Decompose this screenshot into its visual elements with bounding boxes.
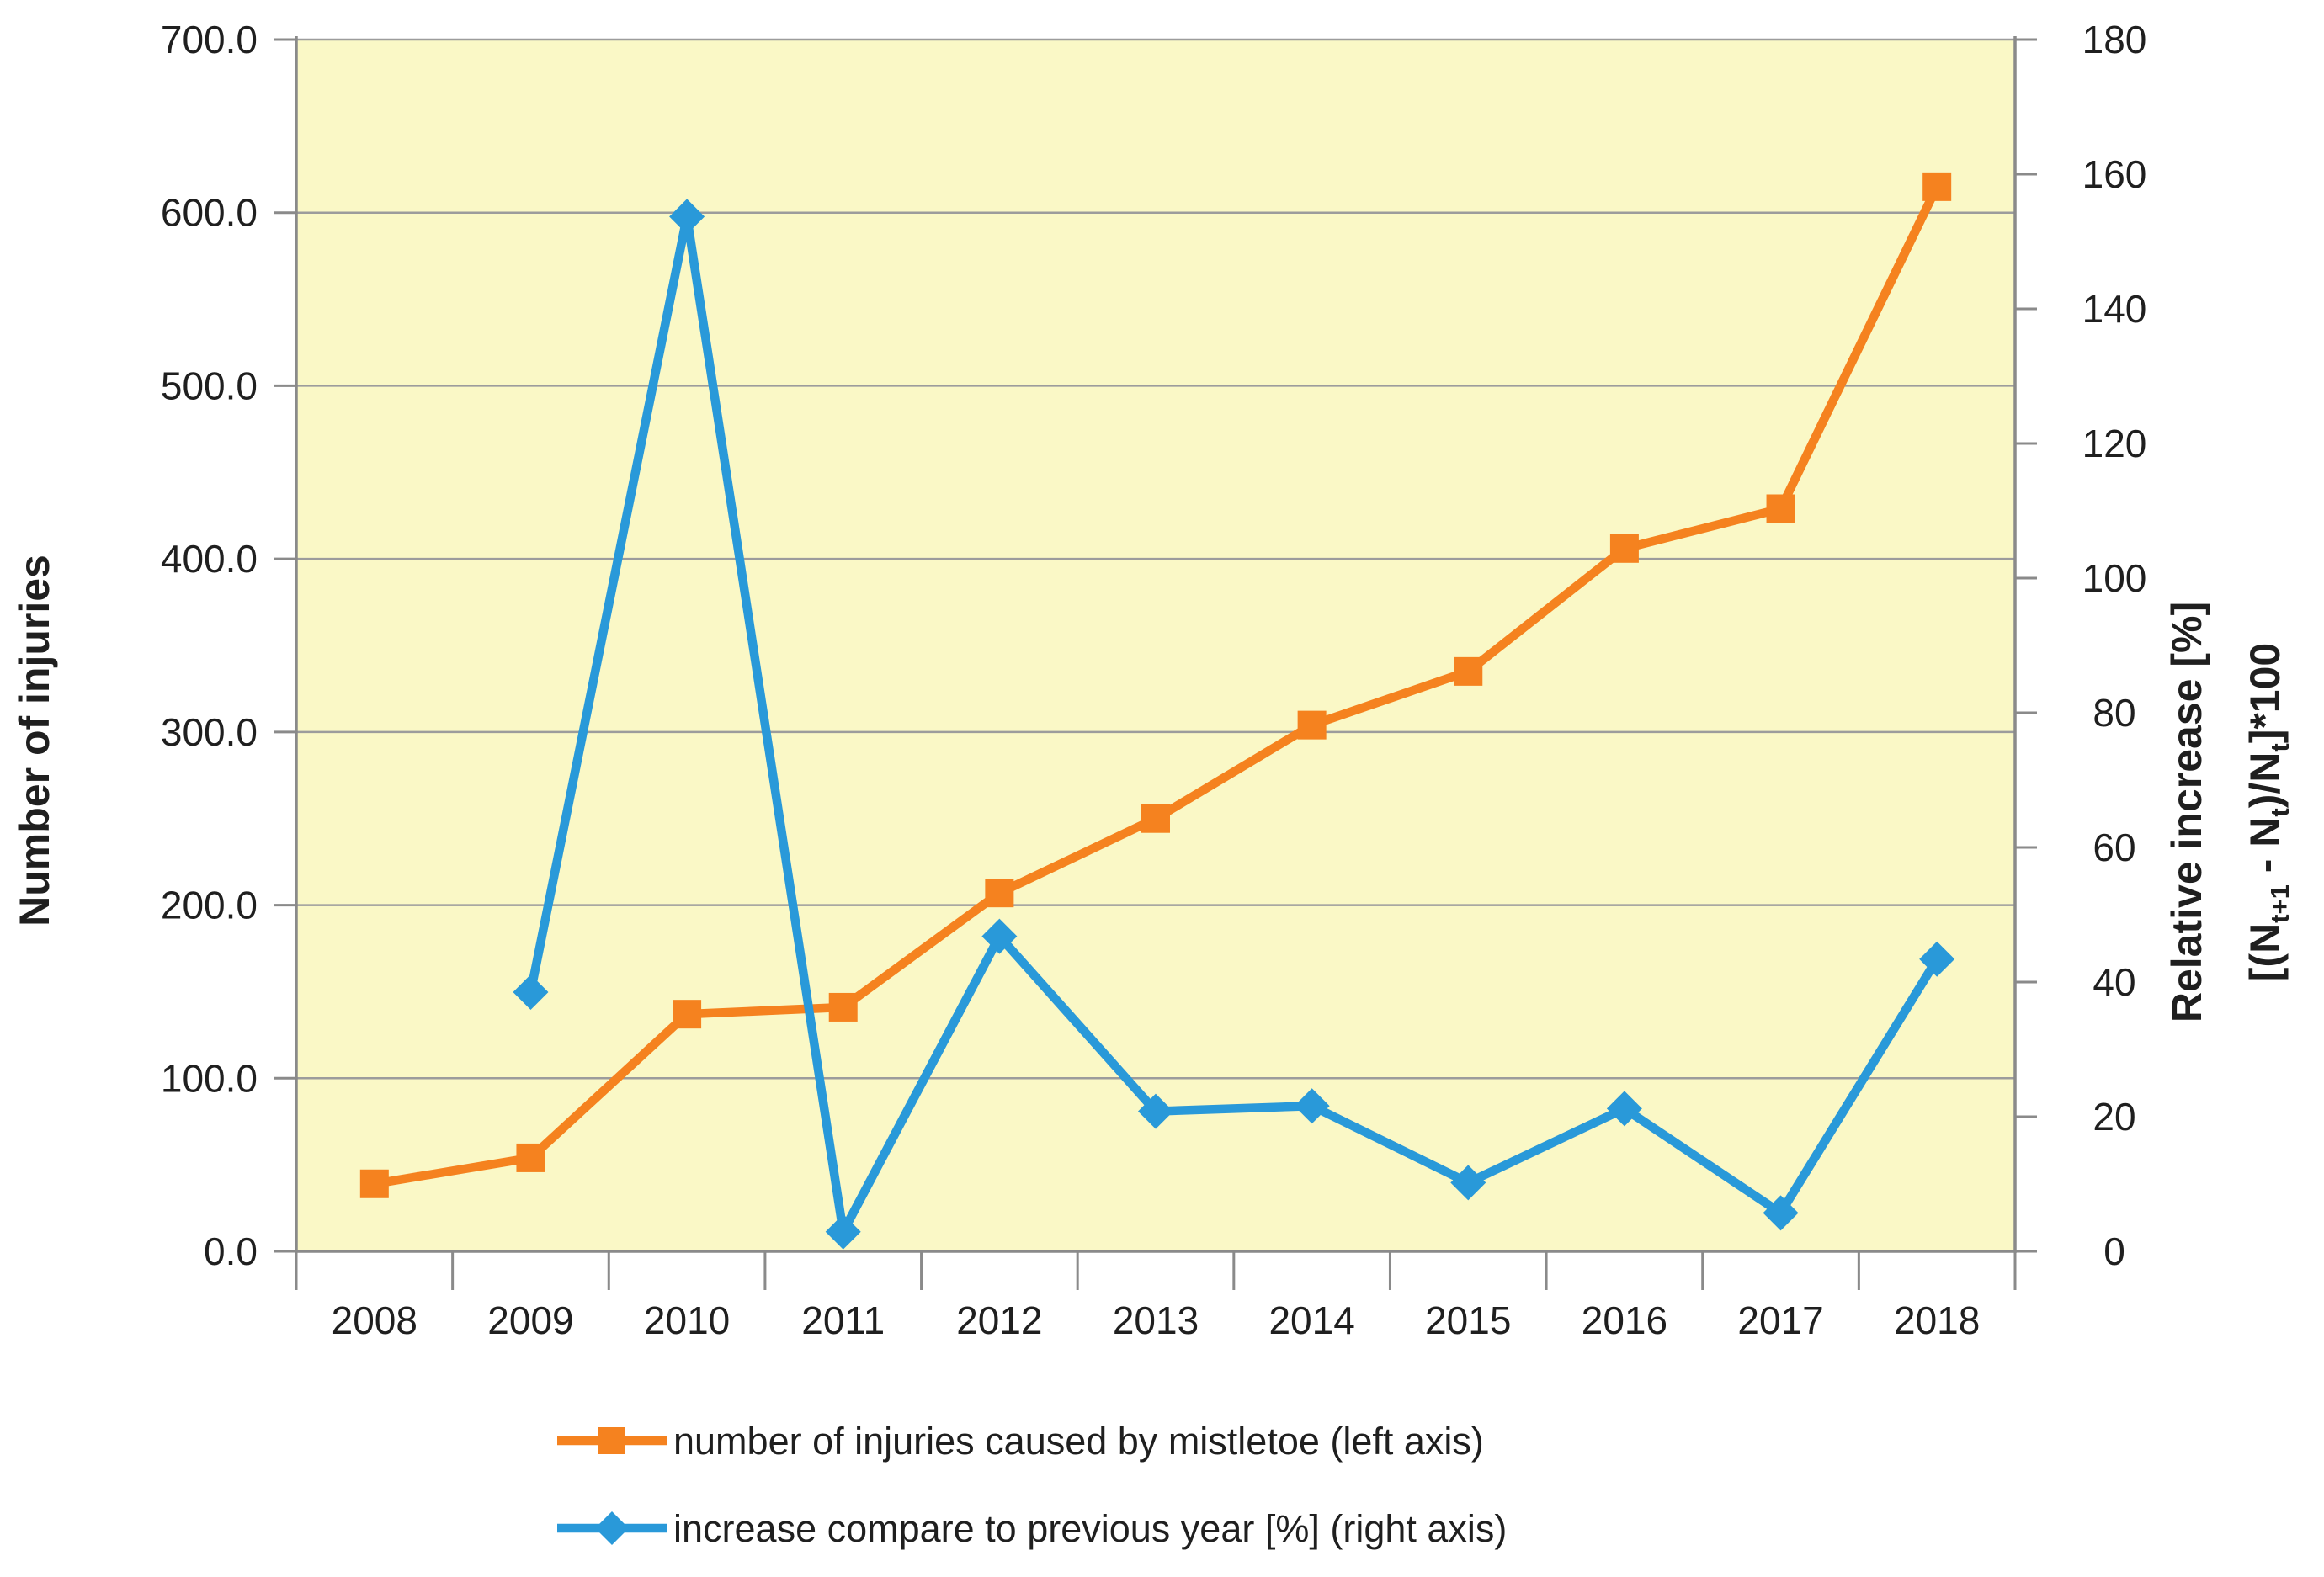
increase-marker-2017 (1763, 1195, 1799, 1231)
right-axis-label-100: 100 (2082, 556, 2147, 600)
legend-diamond-marker (595, 1511, 629, 1545)
increase-marker-2018 (1919, 941, 1955, 977)
injuries-marker-2008 (359, 1169, 389, 1198)
right-axis-label-120: 120 (2082, 422, 2147, 465)
left-axis-label-200.0: 200.0 (161, 884, 258, 927)
year-label-2012: 2012 (956, 1298, 1042, 1342)
axes (295, 36, 2017, 1253)
legend-entry-increase: increase compare to previous year [%] (r… (557, 1507, 1507, 1550)
year-label-2011: 2011 (801, 1298, 885, 1342)
right-axis-label-160: 160 (2082, 152, 2147, 196)
right-axis-label-140: 140 (2082, 287, 2147, 331)
plot-area-background (296, 40, 2015, 1251)
left-axis-label-600.0: 600.0 (161, 191, 258, 235)
increase-series-line (526, 212, 1942, 1237)
left-axis-label-300.0: 300.0 (161, 710, 258, 754)
increase-marker-2010 (669, 199, 705, 235)
right-axis-label-40: 40 (2093, 960, 2135, 1004)
right-axis-label-0: 0 (2103, 1229, 2125, 1273)
injuries-marker-2010 (673, 1000, 702, 1029)
left-axis-label-700.0: 700.0 (161, 18, 258, 61)
right-axis-label-180: 180 (2082, 18, 2147, 61)
legend-entry-injuries: number of injuries caused by mistletoe (… (557, 1420, 1484, 1463)
increase-marker-2013 (1138, 1093, 1173, 1129)
right-axis-label-60: 60 (2093, 826, 2135, 869)
increase-marker-2015 (1450, 1165, 1486, 1201)
increase-marker-2011 (825, 1213, 861, 1250)
year-label-2018: 2018 (1894, 1298, 1980, 1342)
legend: number of injuries caused by mistletoe (… (557, 1420, 1507, 1550)
increase-marker-2012 (981, 918, 1018, 954)
tick-marks (274, 38, 2037, 1290)
series-increase (513, 199, 1955, 1250)
injuries-marker-2017 (1766, 494, 1795, 523)
plot-area (296, 40, 2015, 1251)
injuries-marker-2012 (985, 879, 1014, 908)
injuries-marker-2011 (828, 992, 858, 1022)
left-axis-label-500.0: 500.0 (161, 364, 258, 407)
year-label-2014: 2014 (1268, 1298, 1354, 1342)
legend-square-marker (598, 1427, 625, 1454)
left-axis-label-0.0: 0.0 (204, 1229, 258, 1273)
year-label-2009: 2009 (487, 1298, 573, 1342)
increase-marker-2014 (1294, 1088, 1330, 1124)
year-label-2008: 2008 (332, 1298, 417, 1342)
injuries-marker-2013 (1141, 804, 1170, 833)
injuries-marker-2015 (1454, 656, 1483, 686)
injuries-marker-2009 (516, 1143, 545, 1172)
year-label-2013: 2013 (1113, 1298, 1199, 1342)
legend-label-increase: increase compare to previous year [%] (r… (673, 1507, 1507, 1550)
injuries-marker-2016 (1609, 534, 1639, 563)
tick-labels: 0.0 100.0 200.0 300.0 400.0 500.0 600.0 700.0 0 2… (161, 18, 2147, 1342)
data-series (359, 172, 1955, 1250)
year-label-2017: 2017 (1737, 1298, 1823, 1342)
right-axis-title-line2: [(Nt+1 - Nt)/Nt]*100 (2242, 643, 2295, 981)
right-axis-label-80: 80 (2093, 691, 2135, 735)
right-axis-label-20: 20 (2093, 1095, 2135, 1139)
year-label-2016: 2016 (1582, 1298, 1667, 1342)
left-axis-label-100.0: 100.0 (161, 1056, 258, 1100)
increase-marker-2016 (1606, 1091, 1642, 1127)
legend-label-injuries: number of injuries caused by mistletoe (… (673, 1420, 1484, 1463)
right-axis-title-line1: Relative increase [%] (2163, 602, 2210, 1022)
left-axis-title: Number of injuries (11, 555, 58, 927)
injuries-marker-2014 (1297, 710, 1327, 740)
year-label-2015: 2015 (1425, 1298, 1511, 1342)
increase-marker-2009 (513, 974, 549, 1010)
injuries-marker-2018 (1922, 172, 1952, 201)
axis-titles: Number of injuries Relative increase [%] [… (11, 555, 2295, 1022)
left-axis-label-400.0: 400.0 (161, 537, 258, 581)
year-label-2010: 2010 (644, 1298, 730, 1342)
series-injuries (359, 172, 1952, 1198)
